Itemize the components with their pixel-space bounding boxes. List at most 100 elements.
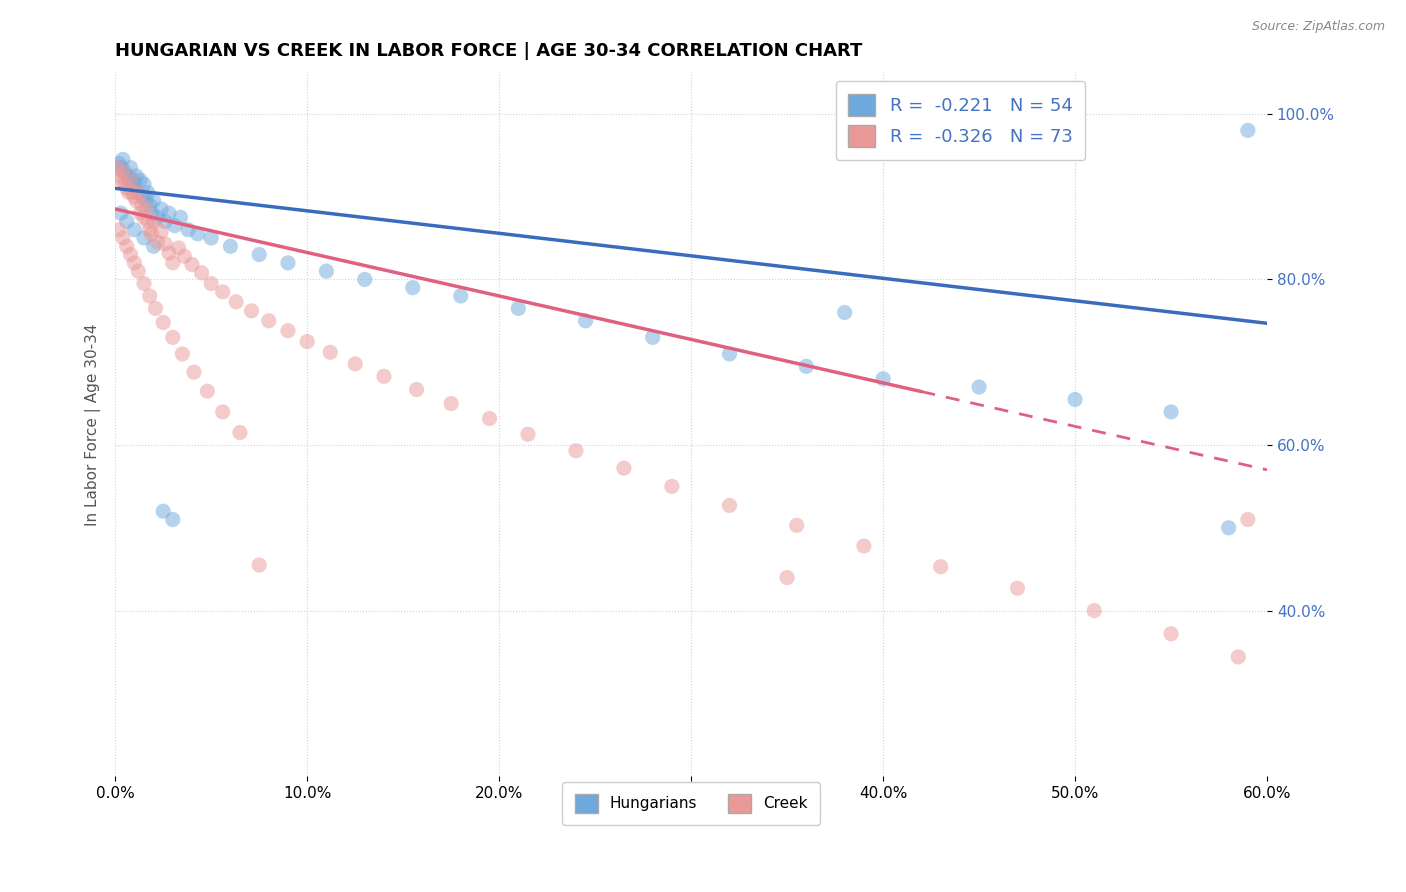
- Point: [1218, 521, 1240, 535]
- Point: [131, 189, 153, 203]
- Point: [146, 211, 169, 225]
- Point: [115, 169, 138, 183]
- Point: [872, 372, 894, 386]
- Point: [1007, 581, 1029, 595]
- Point: [1160, 405, 1182, 419]
- Point: [162, 256, 184, 270]
- Point: [516, 427, 538, 442]
- Point: [200, 231, 222, 245]
- Point: [353, 272, 375, 286]
- Point: [319, 345, 342, 359]
- Point: [247, 558, 270, 572]
- Point: [776, 570, 799, 584]
- Point: [124, 189, 146, 203]
- Point: [794, 359, 817, 374]
- Point: [124, 223, 146, 237]
- Point: [574, 314, 596, 328]
- Point: [145, 301, 167, 316]
- Point: [157, 246, 180, 260]
- Point: [405, 383, 427, 397]
- Point: [181, 258, 204, 272]
- Point: [1160, 627, 1182, 641]
- Point: [117, 173, 139, 187]
- Point: [190, 266, 212, 280]
- Legend: Hungarians, Creek: Hungarians, Creek: [562, 781, 820, 825]
- Point: [157, 206, 180, 220]
- Point: [142, 239, 165, 253]
- Point: [120, 173, 142, 187]
- Point: [247, 247, 270, 261]
- Point: [139, 223, 162, 237]
- Point: [1227, 649, 1250, 664]
- Point: [111, 153, 134, 167]
- Point: [450, 289, 472, 303]
- Point: [117, 186, 139, 200]
- Point: [225, 294, 247, 309]
- Point: [125, 169, 148, 183]
- Point: [167, 241, 190, 255]
- Point: [177, 223, 200, 237]
- Point: [135, 194, 157, 208]
- Point: [661, 479, 683, 493]
- Point: [150, 224, 173, 238]
- Point: [1064, 392, 1087, 407]
- Point: [132, 231, 155, 245]
- Point: [136, 214, 159, 228]
- Point: [132, 277, 155, 291]
- Point: [121, 186, 143, 200]
- Point: [127, 264, 149, 278]
- Point: [114, 177, 136, 191]
- Point: [240, 304, 263, 318]
- Point: [344, 357, 367, 371]
- Text: HUNGARIAN VS CREEK IN LABOR FORCE | AGE 30-34 CORRELATION CHART: HUNGARIAN VS CREEK IN LABOR FORCE | AGE …: [115, 42, 862, 60]
- Point: [172, 347, 194, 361]
- Point: [127, 186, 149, 200]
- Point: [115, 214, 138, 228]
- Point: [115, 181, 138, 195]
- Point: [108, 223, 131, 237]
- Point: [195, 384, 218, 399]
- Point: [929, 559, 952, 574]
- Point: [967, 380, 990, 394]
- Point: [105, 161, 128, 175]
- Point: [315, 264, 337, 278]
- Point: [141, 206, 163, 220]
- Point: [834, 305, 856, 319]
- Point: [211, 285, 233, 299]
- Point: [162, 330, 184, 344]
- Point: [120, 161, 142, 175]
- Point: [852, 539, 875, 553]
- Point: [121, 173, 143, 187]
- Point: [135, 202, 157, 216]
- Point: [219, 239, 242, 253]
- Point: [718, 499, 741, 513]
- Point: [111, 165, 134, 179]
- Point: [124, 177, 146, 191]
- Point: [120, 247, 142, 261]
- Point: [786, 518, 808, 533]
- Point: [478, 411, 501, 425]
- Point: [508, 301, 530, 316]
- Point: [142, 194, 165, 208]
- Point: [129, 173, 152, 187]
- Y-axis label: In Labor Force | Age 30-34: In Labor Force | Age 30-34: [86, 323, 101, 525]
- Point: [173, 249, 195, 263]
- Point: [150, 202, 173, 216]
- Text: Source: ZipAtlas.com: Source: ZipAtlas.com: [1251, 20, 1385, 33]
- Point: [124, 256, 146, 270]
- Point: [132, 211, 155, 225]
- Point: [139, 198, 162, 212]
- Point: [152, 316, 174, 330]
- Point: [127, 186, 149, 200]
- Point: [565, 443, 588, 458]
- Point: [641, 330, 664, 344]
- Point: [163, 219, 186, 233]
- Point: [295, 334, 318, 349]
- Point: [718, 347, 741, 361]
- Point: [114, 165, 136, 179]
- Point: [1237, 123, 1260, 137]
- Point: [277, 256, 299, 270]
- Point: [108, 156, 131, 170]
- Point: [110, 173, 132, 187]
- Point: [229, 425, 252, 440]
